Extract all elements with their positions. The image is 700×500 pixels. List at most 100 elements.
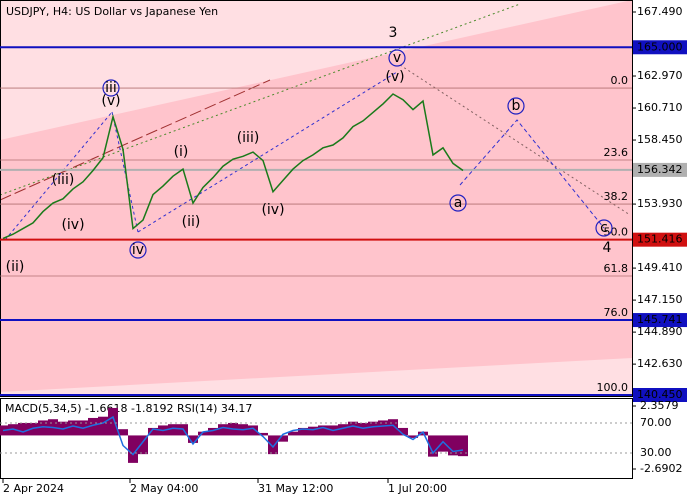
level-tag — [633, 232, 687, 247]
macd-bar — [398, 427, 408, 436]
channel-lower — [0, 358, 632, 396]
rsi-line — [2, 415, 464, 456]
level-label: 156.342 — [637, 163, 683, 176]
macd-bar — [138, 435, 148, 455]
macd-bar — [128, 435, 138, 463]
wave-label: c — [600, 220, 608, 236]
macd-bar — [448, 435, 458, 456]
rsi-tick-label: 30.00 — [640, 446, 672, 459]
plot-border — [0, 0, 633, 397]
macd-bar — [298, 427, 308, 436]
macd-bar — [458, 435, 468, 457]
wave-label: (iv) — [261, 202, 284, 218]
macd-bar — [118, 429, 128, 436]
wave-circle — [595, 219, 613, 237]
macd-bar — [358, 422, 368, 436]
wave-label: 3 — [389, 25, 398, 41]
fib-label: 100.0 — [597, 381, 629, 394]
level-label: 151.416 — [637, 233, 683, 246]
fib-label: 0.0 — [611, 74, 629, 87]
trend-line — [111, 111, 139, 233]
trend-line — [0, 79, 271, 201]
wave-label: (i) — [174, 144, 189, 160]
wave-circle — [102, 79, 120, 97]
macd-bar — [438, 435, 448, 452]
level-label: 165.000 — [637, 40, 683, 53]
macd-bar — [38, 420, 48, 436]
macd-bar — [98, 416, 108, 436]
macd-bar — [278, 435, 288, 442]
wave-projection — [459, 119, 605, 229]
macd-bar — [378, 420, 388, 436]
x-tick-label: 2 May 04:00 — [130, 482, 198, 495]
y-tick-label: 162.970 — [637, 69, 683, 82]
fib-label: 61.8 — [604, 262, 629, 275]
macd-bar — [188, 435, 198, 443]
wave-label: (iii) — [237, 130, 260, 146]
fib-label: 23.6 — [604, 146, 629, 159]
rsi-tick-label: 70.00 — [640, 416, 672, 429]
level-tag — [633, 313, 687, 328]
macd-bar — [8, 424, 18, 436]
y-tick-label: 158.450 — [637, 133, 683, 146]
wave-label: iv — [132, 242, 144, 258]
wave-label: (ii) — [182, 214, 201, 230]
trend-line — [137, 71, 398, 233]
macd-bar — [168, 424, 178, 436]
macd-bar — [258, 432, 268, 436]
fib-label: 50.0 — [604, 226, 629, 239]
wave-label: v — [393, 50, 401, 66]
trend-lines — [0, 3, 631, 241]
y-tick-label: 167.490 — [637, 5, 683, 18]
y-tick-label: 142.630 — [637, 357, 683, 370]
macd-bar — [218, 424, 228, 436]
macd-bar — [338, 424, 348, 436]
macd-bar — [368, 421, 378, 436]
macd-bar — [198, 431, 208, 436]
chart-title: USDJPY, H4: US Dollar vs Japanese Yen — [6, 5, 218, 18]
macd-bar — [248, 425, 258, 436]
level-label: 145.741 — [637, 313, 683, 326]
wave-circle — [449, 194, 467, 212]
wave-circle — [507, 97, 525, 115]
level-label: 140.450 — [637, 388, 683, 401]
macd-bar — [318, 425, 328, 436]
y-tick-label: 149.410 — [637, 261, 683, 274]
macd-bar — [28, 422, 38, 436]
macd-tick-label: -2.6902 — [640, 462, 682, 475]
trend-line — [399, 64, 631, 216]
macd-bar — [348, 421, 358, 436]
price-line — [2, 93, 464, 240]
indicator-panel — [0, 398, 633, 479]
macd-bar — [268, 435, 278, 455]
macd-bar — [88, 417, 98, 436]
wave-label: a — [454, 195, 463, 211]
macd-bar — [68, 420, 78, 436]
y-tick-label: 144.890 — [637, 325, 683, 338]
wave-label: 4 — [603, 240, 612, 256]
level-tag — [633, 162, 687, 177]
macd-bar — [208, 427, 218, 436]
macd-bar — [18, 422, 28, 436]
indicator-label: MACD(5,34,5) -1.6618 -1.8192 RSI(14) 34.… — [5, 402, 252, 415]
macd-bar — [108, 407, 118, 436]
fib-label: 76.0 — [604, 306, 629, 319]
y-tick-label: 153.930 — [637, 197, 683, 210]
macd-bar — [428, 435, 438, 457]
x-tick-label: 1 Jul 20:00 — [388, 482, 447, 495]
wave-label: (v) — [385, 69, 404, 85]
wave-label: (v) — [101, 93, 120, 109]
wave-circle — [129, 241, 147, 259]
macd-bar — [148, 427, 158, 436]
wave-label: b — [512, 98, 521, 114]
level-tag — [633, 40, 687, 55]
fib-label: 38.2 — [604, 190, 629, 203]
macd-bar — [408, 435, 418, 438]
wave-label: (ii) — [6, 259, 25, 275]
macd-tick-label: 2.3579 — [640, 399, 679, 412]
macd-bar — [308, 426, 318, 436]
wave-label: (iv) — [61, 217, 84, 233]
wave-circle — [388, 49, 406, 67]
wave-label: iii — [105, 80, 117, 96]
